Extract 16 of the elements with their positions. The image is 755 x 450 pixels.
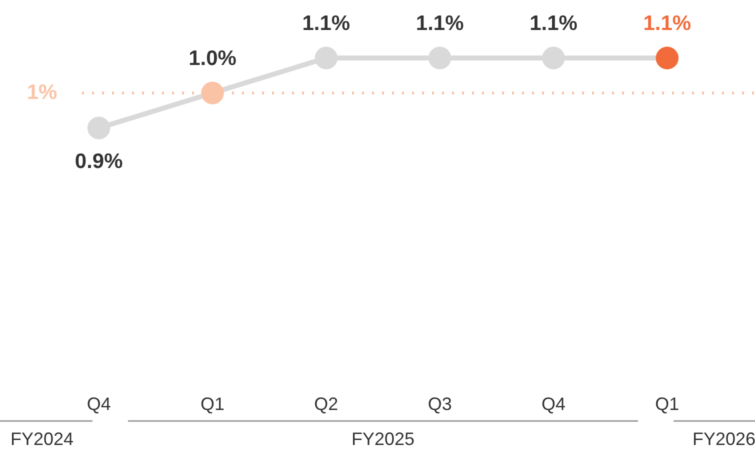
data-label: 1.0% [188,47,237,70]
x-tick-label: Q2 [314,394,338,414]
x-tick-label: Q3 [428,394,452,414]
data-label: 0.9% [74,150,124,173]
ref-line-label: 1% [26,81,58,104]
data-label: 1.1% [416,12,464,35]
x-tick-label: Q1 [200,394,225,414]
x-tick-label: Q1 [655,394,680,414]
x-tick-label: Q4 [541,394,566,414]
data-label: 1.1% [530,12,578,35]
text: FY2024 [10,429,74,449]
data-label: 1.1% [302,12,350,35]
data-label: 1.1% [643,12,692,35]
text: FY2025 [351,429,415,449]
text: FY2026 [692,429,755,449]
x-tick-label: Q4 [86,394,111,414]
